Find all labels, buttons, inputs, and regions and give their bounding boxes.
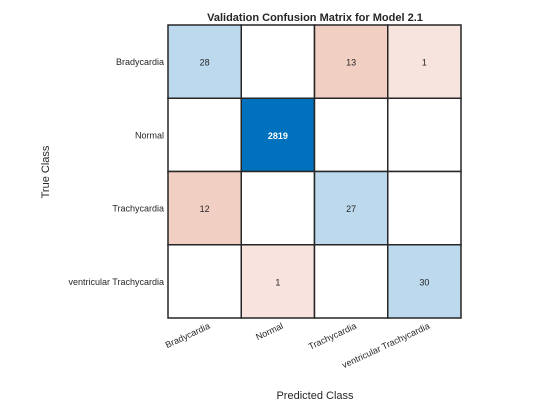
matrix-cell-r0-c0 [167, 24, 242, 99]
matrix-value-r3-c3: 30 [419, 277, 429, 287]
matrix-value-r3-c1: 1 [275, 277, 280, 287]
matrix-value-r2-c0: 12 [200, 204, 210, 214]
row-label-2: Trachycardia [112, 204, 164, 214]
matrix-cell-r1-c0 [167, 97, 242, 173]
matrix-cell-r1-c2 [313, 97, 389, 173]
matrix-cell-r3-c2 [313, 244, 389, 319]
matrix-cell-r2-c3 [387, 170, 462, 246]
matrix-cell-r0-c1 [240, 24, 316, 99]
matrix-cell-r3-c0 [167, 244, 242, 319]
matrix-value-r0-c2: 13 [346, 58, 356, 68]
row-tick-labels: Bradycardia Normal Trachycardia ventricular… [68, 57, 164, 287]
y-axis-label: True Class [40, 145, 52, 198]
row-label-0: Bradycardia [116, 57, 164, 67]
matrix-value-r0-c3: 1 [422, 58, 427, 68]
matrix-cell-r3-c3 [387, 244, 462, 319]
chart-title: Validation Confusion Matrix for Model 2.… [207, 12, 423, 24]
matrix-value-r0-c0: 28 [200, 58, 210, 68]
matrix-value-r2-c2: 27 [346, 204, 356, 214]
matrix-cell-r0-c3 [387, 24, 462, 99]
matrix-value-r1-c1: 2819 [268, 131, 288, 141]
row-label-3: ventricular Trachycardia [68, 277, 164, 287]
matrix-cell-r2-c1 [240, 170, 316, 246]
x-axis-label: Predicted Class [276, 390, 354, 402]
row-label-1: Normal [135, 130, 164, 140]
matrix-cell-r1-c3 [387, 97, 462, 173]
matrix-cells: 28 13 1 2819 12 27 1 30 [167, 24, 462, 319]
matrix-cell-r0-c2 [313, 24, 389, 99]
